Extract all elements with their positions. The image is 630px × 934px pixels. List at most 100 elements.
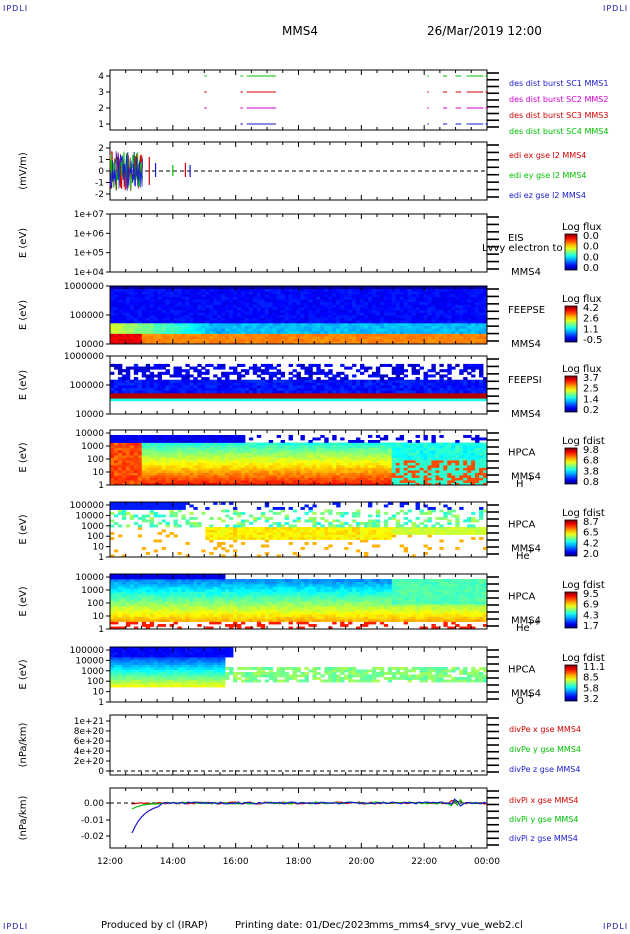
feepse-panel-cell <box>213 296 218 300</box>
feepsi-panel-cell <box>268 390 274 394</box>
feepsi-panel-cell <box>411 379 416 383</box>
feepse-panel-cell <box>173 288 178 292</box>
feepsi-panel-cell <box>292 392 297 396</box>
feepsi-panel-cell <box>173 385 178 389</box>
hpca-h-panel-cell <box>121 477 127 481</box>
feepse-panel-cell <box>161 322 166 326</box>
feepse-panel-cell <box>141 288 147 292</box>
hpca-h-panel-cell <box>177 467 182 471</box>
feepsi-panel-cell <box>256 390 262 394</box>
feepse-panel-cell <box>316 307 321 311</box>
feepse-panel-cell <box>328 341 333 345</box>
hpca-h-panel-cell <box>324 462 329 466</box>
feepse-panel-cell <box>371 312 377 316</box>
feepse-panel-cell <box>320 296 325 300</box>
feepse-panel-cell <box>403 288 409 292</box>
feepse-panel-cell <box>395 322 401 326</box>
hpca-h-panel-cell <box>379 467 385 471</box>
feepse-panel-cell <box>443 307 448 311</box>
hpca-h-panel-cell <box>201 482 206 486</box>
hpca-h-panel-cell <box>221 462 226 466</box>
feepsi-panel-cell <box>471 385 476 389</box>
feepsi-panel-cell <box>252 382 258 386</box>
feepse-panel-cell <box>284 336 289 340</box>
feepse-panel-cell <box>125 317 131 321</box>
hpca-h-panel-cell <box>320 462 325 466</box>
feepsi-panel-cell <box>344 379 349 383</box>
feepsi-panel-cell <box>479 398 484 402</box>
feepse-panel-cell <box>141 293 147 297</box>
feepse-panel-cell <box>209 333 214 337</box>
feepse-panel-cell <box>256 328 262 332</box>
hpca-h-panel-cell <box>117 465 123 468</box>
hpca-h-panel-cell <box>229 465 234 468</box>
feepsi-panel-cell <box>399 366 405 370</box>
feepse-panel-cell <box>137 293 143 297</box>
burst-panel-legend-entry: des dist burst SC4 MMS4 <box>509 127 608 136</box>
feepse-panel-cell <box>419 328 424 332</box>
feepse-panel-cell <box>225 328 230 332</box>
hpca-h-panel-cell <box>217 462 222 466</box>
feepsi-panel-cell <box>459 395 464 399</box>
hpca-h-panel-cell <box>161 455 166 458</box>
feepse-panel-cell <box>459 301 464 305</box>
hpca-h-panel-cell <box>284 472 289 476</box>
hpca-h-panel-cell <box>193 482 198 486</box>
feepsi-panel-cell <box>391 392 397 396</box>
feepse-panel-cell <box>324 293 329 297</box>
feepsi-panel-cell <box>161 387 166 391</box>
feepse-panel-cell <box>149 299 155 303</box>
eis-panel-colorbar-label: 0.0 <box>583 242 599 253</box>
feepse-panel-cell <box>383 338 389 342</box>
hpca-h-panel-cell <box>288 450 293 453</box>
feepse-panel-cell <box>268 322 274 326</box>
hpca-h-panel-cell <box>229 450 234 453</box>
feepse-panel-cell <box>125 333 131 337</box>
feepsi-panel-cell <box>292 395 297 399</box>
feepse-panel-cell <box>352 330 357 334</box>
feepse-panel-cell <box>463 333 468 337</box>
feepse-panel-cell <box>391 330 397 334</box>
hpca-h-panel-cell <box>252 467 258 471</box>
feepse-panel-cell <box>379 330 385 334</box>
feepse-panel-cell <box>383 301 389 305</box>
feepsi-panel-cell <box>467 398 472 402</box>
feepsi-panel-cell <box>479 390 484 394</box>
feepsi-panel-cell <box>157 385 162 389</box>
feepse-panel-cell <box>248 336 254 340</box>
feepse-panel-cell <box>110 333 115 337</box>
feepsi-panel-cell <box>308 387 313 391</box>
feepsi-panel-cell <box>463 379 468 383</box>
feepsi-panel-cell <box>296 392 301 396</box>
feepsi-panel-cell <box>169 379 174 383</box>
hpca-h-panel-cell <box>332 477 337 481</box>
hpca-h-panel-cell <box>308 480 313 483</box>
feepse-panel-cell <box>459 293 464 297</box>
feepse-panel-cell <box>225 293 230 297</box>
feepse-panel-cell <box>379 307 385 311</box>
feepse-panel-cell <box>121 291 127 295</box>
feepse-panel-cell <box>471 330 476 334</box>
feepse-panel-cell <box>165 317 170 321</box>
hpca-h-panel-cell <box>391 457 397 461</box>
feepsi-panel-cell <box>360 363 365 367</box>
feepsi-panel-cell <box>375 385 381 389</box>
feepse-panel-cell <box>117 291 123 295</box>
feepsi-panel-cell <box>423 390 428 394</box>
hpca-h-panel-cell <box>125 475 131 478</box>
hpca-h-panel-cell <box>165 462 170 466</box>
feepse-panel-cell <box>292 301 297 305</box>
feepse-panel-cell <box>332 322 337 326</box>
hpca-h-panel-cell <box>324 445 329 448</box>
feepsi-panel-cell <box>110 379 115 383</box>
feepse-panel-cell <box>455 301 460 305</box>
feepse-panel-cell <box>141 333 147 337</box>
hpca-h-panel-cell <box>225 457 230 461</box>
hpca-h-panel-cell <box>304 455 309 458</box>
feepse-panel-cell <box>205 322 210 326</box>
feepse-panel-cell <box>328 286 333 290</box>
hpca-h-panel-cell <box>316 450 321 453</box>
feepse-panel-cell <box>229 304 234 308</box>
hpca-h-panel-cell <box>256 477 262 481</box>
feepse-panel-cell <box>340 330 345 334</box>
